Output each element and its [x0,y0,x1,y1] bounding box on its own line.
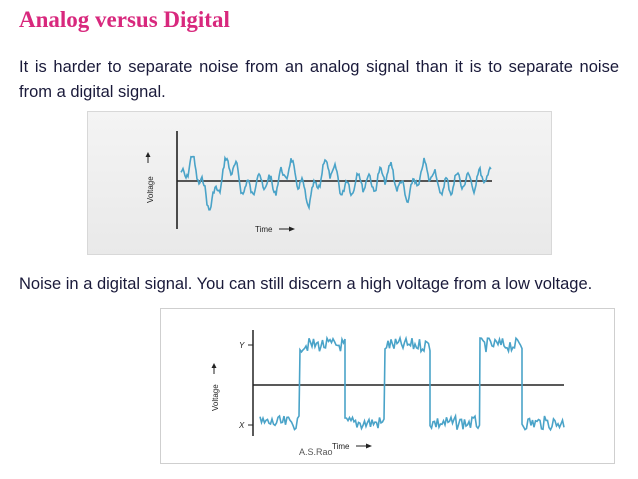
analog-noisy-waveform [180,155,492,211]
analog-ylabel-arrowhead-icon [145,152,151,157]
digital-ylabel: Voltage [211,384,220,411]
digital-ylabel-arrowhead-icon [211,363,217,368]
digital-xlabel-arrowhead-icon [366,443,372,449]
analog-xlabel-arrowhead-icon [289,226,295,232]
digital-figure-background [160,308,615,464]
digital-x-low-label: X [238,421,245,430]
digital-xlabel: Time [332,442,350,451]
digital-y-high-label: Y [239,341,245,350]
analog-signal-figure: Voltage Time [87,111,552,255]
digital-signal-svg: Y X Voltage Time [160,308,615,464]
digital-signal-figure: Y X Voltage Time [160,308,615,464]
digital-noisy-waveform [259,335,565,432]
analog-xlabel: Time [255,225,273,234]
analog-ylabel: Voltage [146,176,155,203]
analog-noise-paragraph: It is harder to separate noise from an a… [19,58,619,101]
author-credit: A.S.Rao [299,447,333,457]
analog-figure-background [87,111,552,255]
analog-signal-svg: Voltage Time [87,111,552,255]
slide-title: Analog versus Digital [19,7,230,32]
digital-noise-paragraph: Noise in a digital signal. You can still… [19,275,593,293]
